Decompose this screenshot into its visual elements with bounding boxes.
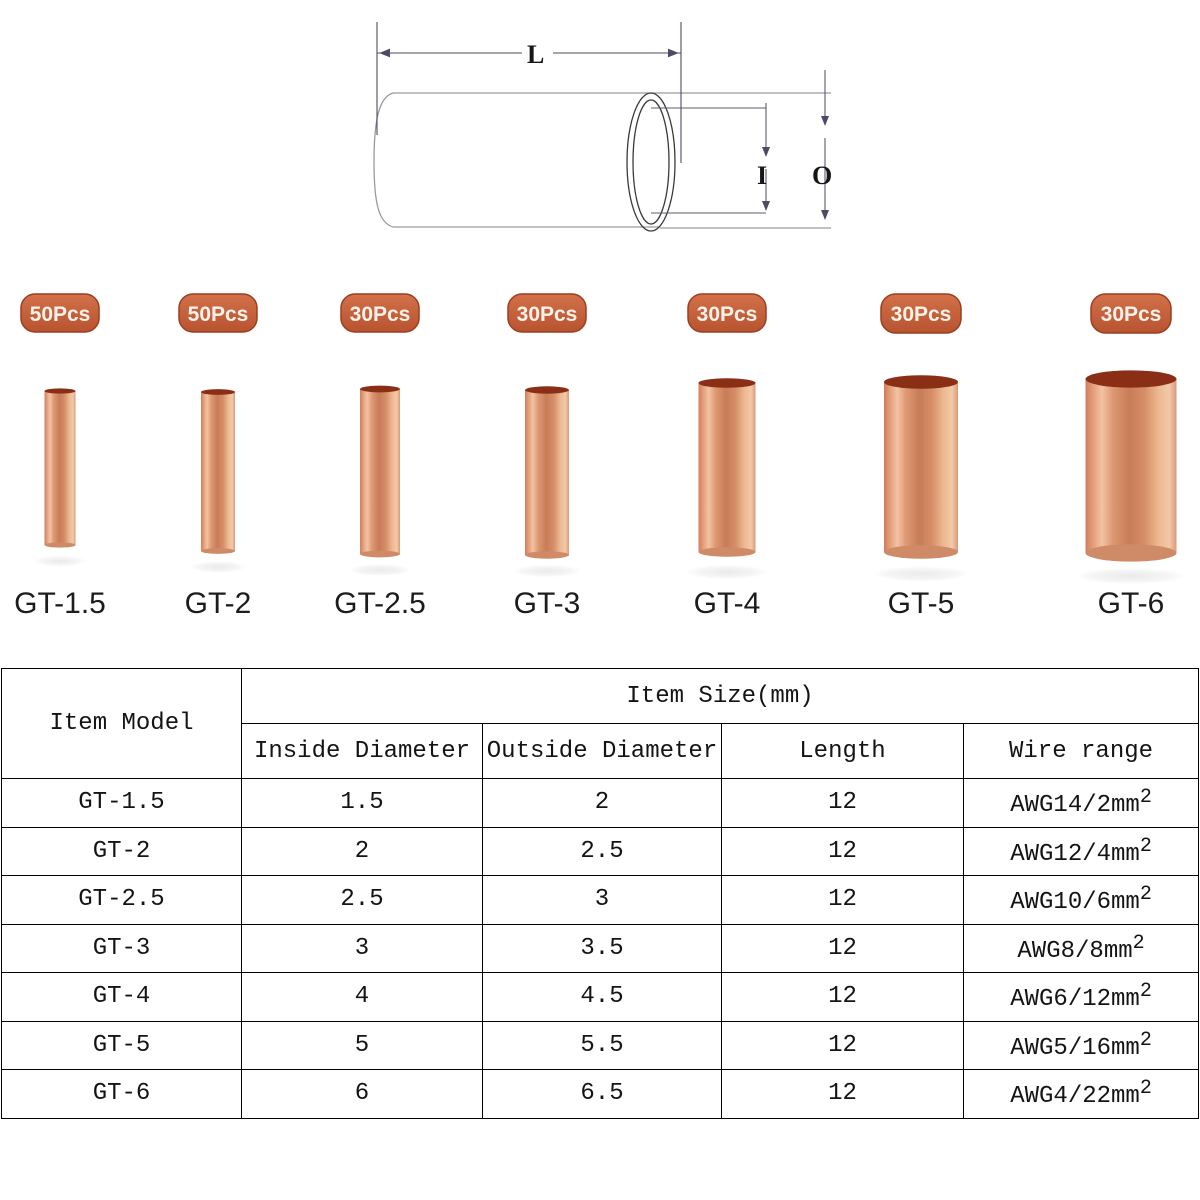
svg-text:30Pcs: 30Pcs: [350, 303, 411, 326]
svg-text:GT-1.5: GT-1.5: [14, 587, 106, 620]
svg-text:GT-4: GT-4: [694, 587, 761, 620]
svg-text:30Pcs: 30Pcs: [697, 303, 758, 326]
svg-text:GT-3: GT-3: [514, 587, 581, 620]
svg-text:30Pcs: 30Pcs: [1101, 303, 1162, 326]
svg-text:30Pcs: 30Pcs: [891, 303, 952, 326]
svg-text:50Pcs: 50Pcs: [188, 303, 249, 326]
svg-text:GT-2: GT-2: [185, 587, 252, 620]
svg-text:GT-6: GT-6: [1098, 587, 1165, 620]
svg-text:GT-5: GT-5: [888, 587, 955, 620]
svg-text:I: I: [757, 161, 767, 190]
svg-text:GT-2.5: GT-2.5: [334, 587, 426, 620]
svg-text:50Pcs: 50Pcs: [30, 303, 91, 326]
svg-text:30Pcs: 30Pcs: [517, 303, 578, 326]
svg-text:O: O: [812, 161, 832, 190]
svg-text:L: L: [527, 40, 544, 69]
